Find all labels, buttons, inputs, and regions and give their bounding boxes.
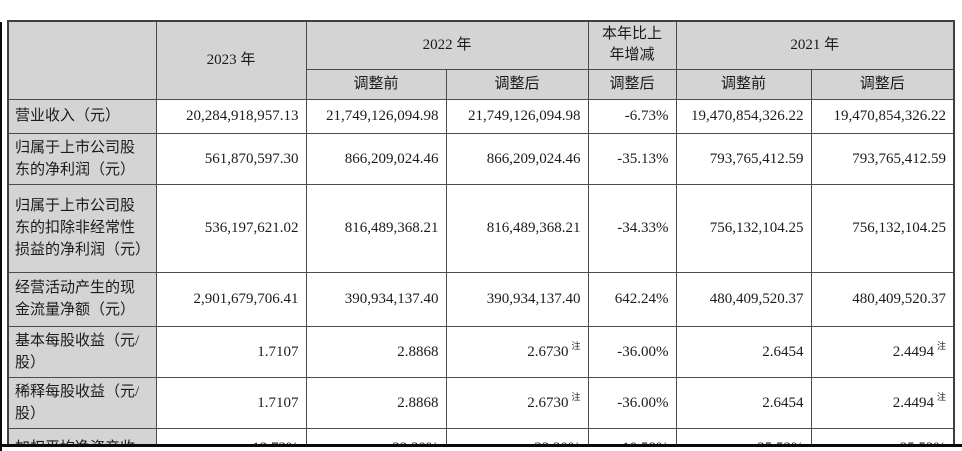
value-2021-before-cell: 25.52% <box>675 427 812 444</box>
header-row-years: 2023 年 2022 年 本年比上年增减 2021 年 <box>7 20 955 100</box>
cell-value: 2.6730 <box>527 343 569 360</box>
value-change-cell: 642.24% <box>587 271 677 327</box>
table-row-operating-cash-flow: 经营活动产生的现金流量净额（元） 2,901,679,706.41 390,93… <box>7 271 955 327</box>
value-2023-cell: 561,870,597.30 <box>155 132 307 185</box>
value-2023-cell: 20,284,918,957.13 <box>155 98 307 134</box>
value-2021-after-cell: 480,409,520.37 <box>810 271 955 327</box>
header-2023: 2023 年 <box>155 20 307 100</box>
value-2022-after-cell: 2.6730 注 <box>445 325 589 378</box>
value-2021-before-cell: 19,470,854,326.22 <box>675 98 812 134</box>
value-2021-after-cell: 19,470,854,326.22 <box>810 98 955 134</box>
note-superscript: 注 <box>937 391 947 402</box>
value-2023-cell: 1.7107 <box>155 325 307 378</box>
value-2023-cell: 2,901,679,706.41 <box>155 271 307 327</box>
value-2022-after-cell: 390,934,137.40 <box>445 271 589 327</box>
value-2022-after-cell: 2.6730 注 <box>445 376 589 429</box>
table-row-basic-eps: 基本每股收益（元/股） 1.7107 2.8868 2.6730 注 -36.00… <box>7 325 955 378</box>
value-2022-after-cell: 866,209,024.46 <box>445 132 589 185</box>
value-change-cell: -6.73% <box>587 98 677 134</box>
value-2021-before-cell: 756,132,104.25 <box>675 183 812 273</box>
header-2021: 2021 年 <box>675 20 955 70</box>
subheader-adj-before-2021: 调整前 <box>675 68 812 100</box>
value-2021-after-cell: 2.4494 注 <box>810 325 955 378</box>
value-2022-before-cell: 23.30% <box>305 427 447 444</box>
subheader-adj-after-2021: 调整后 <box>810 68 955 100</box>
value-2023-cell: 12.72% <box>155 427 307 444</box>
value-2021-after-cell: 25.52% <box>810 427 955 444</box>
cell-value: 2.4494 <box>892 343 935 360</box>
row-label-cell: 稀释每股收益（元/股） <box>7 376 157 429</box>
value-2022-after-cell: 816,489,368.21 <box>445 183 589 273</box>
header-row-adjust: 调整前 调整后 调整后 调整前 调整后 <box>8 68 955 100</box>
value-2022-before-cell: 21,749,126,094.98 <box>305 98 447 134</box>
row-label-cell: 加权平均净资产收 <box>7 427 157 444</box>
header-corner-cell <box>7 20 157 100</box>
page-border-left <box>0 22 2 451</box>
value-2022-after-cell: 23.30% <box>445 427 589 444</box>
table-row-net-profit-deducted: 归属于上市公司股东的扣除非经常性损益的净利润（元） 536,197,621.02… <box>7 183 955 273</box>
table-body: 营业收入（元） 20,284,918,957.13 21,749,126,094… <box>7 98 955 444</box>
cell-value: 2.6730 <box>527 394 569 411</box>
row-label-cell: 归属于上市公司股东的净利润（元） <box>7 132 157 185</box>
header-yoy-change: 本年比上年增减 <box>587 20 677 70</box>
row-label-cell: 基本每股收益（元/股） <box>7 325 157 378</box>
row-label-cell: 经营活动产生的现金流量净额（元） <box>7 271 157 327</box>
value-change-cell: -35.13% <box>587 132 677 185</box>
table-row-net-profit: 归属于上市公司股东的净利润（元） 561,870,597.30 866,209,… <box>7 132 955 185</box>
value-2022-before-cell: 2.8868 <box>305 325 447 378</box>
page-border-bottom <box>0 444 962 447</box>
value-change-cell: -36.00% <box>587 325 677 378</box>
subheader-adj-after-2022: 调整后 <box>445 68 589 100</box>
value-2022-before-cell: 2.8868 <box>305 376 447 429</box>
value-2022-before-cell: 390,934,137.40 <box>305 271 447 327</box>
value-2021-before-cell: 793,765,412.59 <box>675 132 812 185</box>
value-2021-before-cell: 480,409,520.37 <box>675 271 812 327</box>
note-superscript: 注 <box>571 340 581 351</box>
subheader-adj-after-yoy: 调整后 <box>587 68 677 100</box>
subheader-adj-before-2022: 调整前 <box>305 68 447 100</box>
financial-indicators-table: 2023 年 2022 年 本年比上年增减 2021 年 调整前 调整后 调整后… <box>7 20 955 444</box>
value-2022-after-cell: 21,749,126,094.98 <box>445 98 589 134</box>
value-2023-cell: 536,197,621.02 <box>155 183 307 273</box>
table-clip-region: 2023 年 2022 年 本年比上年增减 2021 年 调整前 调整后 调整后… <box>7 20 955 444</box>
row-label-cell: 归属于上市公司股东的扣除非经常性损益的净利润（元） <box>7 183 157 273</box>
table-row-weighted-avg-roe: 加权平均净资产收 12.72% 23.30% 23.30% -10.58% 25… <box>7 427 955 444</box>
value-2021-before-cell: 2.6454 <box>675 325 812 378</box>
table-row-diluted-eps: 稀释每股收益（元/股） 1.7107 2.8868 2.6730 注 -36.00… <box>7 376 955 429</box>
table-row-revenue: 营业收入（元） 20,284,918,957.13 21,749,126,094… <box>7 98 955 134</box>
note-superscript: 注 <box>937 340 947 351</box>
table-header: 2023 年 2022 年 本年比上年增减 2021 年 调整前 调整后 调整后… <box>7 20 955 100</box>
value-2021-after-cell: 793,765,412.59 <box>810 132 955 185</box>
value-change-cell: -34.33% <box>587 183 677 273</box>
value-2021-after-cell: 756,132,104.25 <box>810 183 955 273</box>
value-2022-before-cell: 866,209,024.46 <box>305 132 447 185</box>
value-2021-after-cell: 2.4494 注 <box>810 376 955 429</box>
note-superscript: 注 <box>571 391 581 402</box>
value-change-cell: -10.58% <box>587 427 677 444</box>
row-label-cell: 营业收入（元） <box>7 98 157 134</box>
value-2022-before-cell: 816,489,368.21 <box>305 183 447 273</box>
value-2023-cell: 1.7107 <box>155 376 307 429</box>
header-2022: 2022 年 <box>305 20 589 70</box>
cell-value: 2.4494 <box>892 394 935 411</box>
value-change-cell: -36.00% <box>587 376 677 429</box>
value-2021-before-cell: 2.6454 <box>675 376 812 429</box>
